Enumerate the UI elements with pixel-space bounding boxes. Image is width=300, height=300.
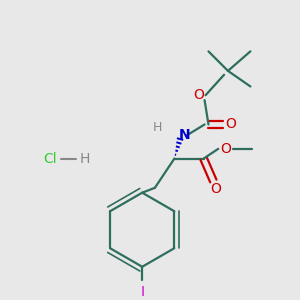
Text: O: O [220,142,232,156]
Text: H: H [80,152,90,166]
Text: O: O [193,88,204,102]
Text: Cl: Cl [43,152,56,166]
Text: H: H [153,121,163,134]
Text: N: N [178,128,190,142]
Text: I: I [140,285,144,299]
Text: O: O [226,118,236,131]
Text: O: O [210,182,221,196]
